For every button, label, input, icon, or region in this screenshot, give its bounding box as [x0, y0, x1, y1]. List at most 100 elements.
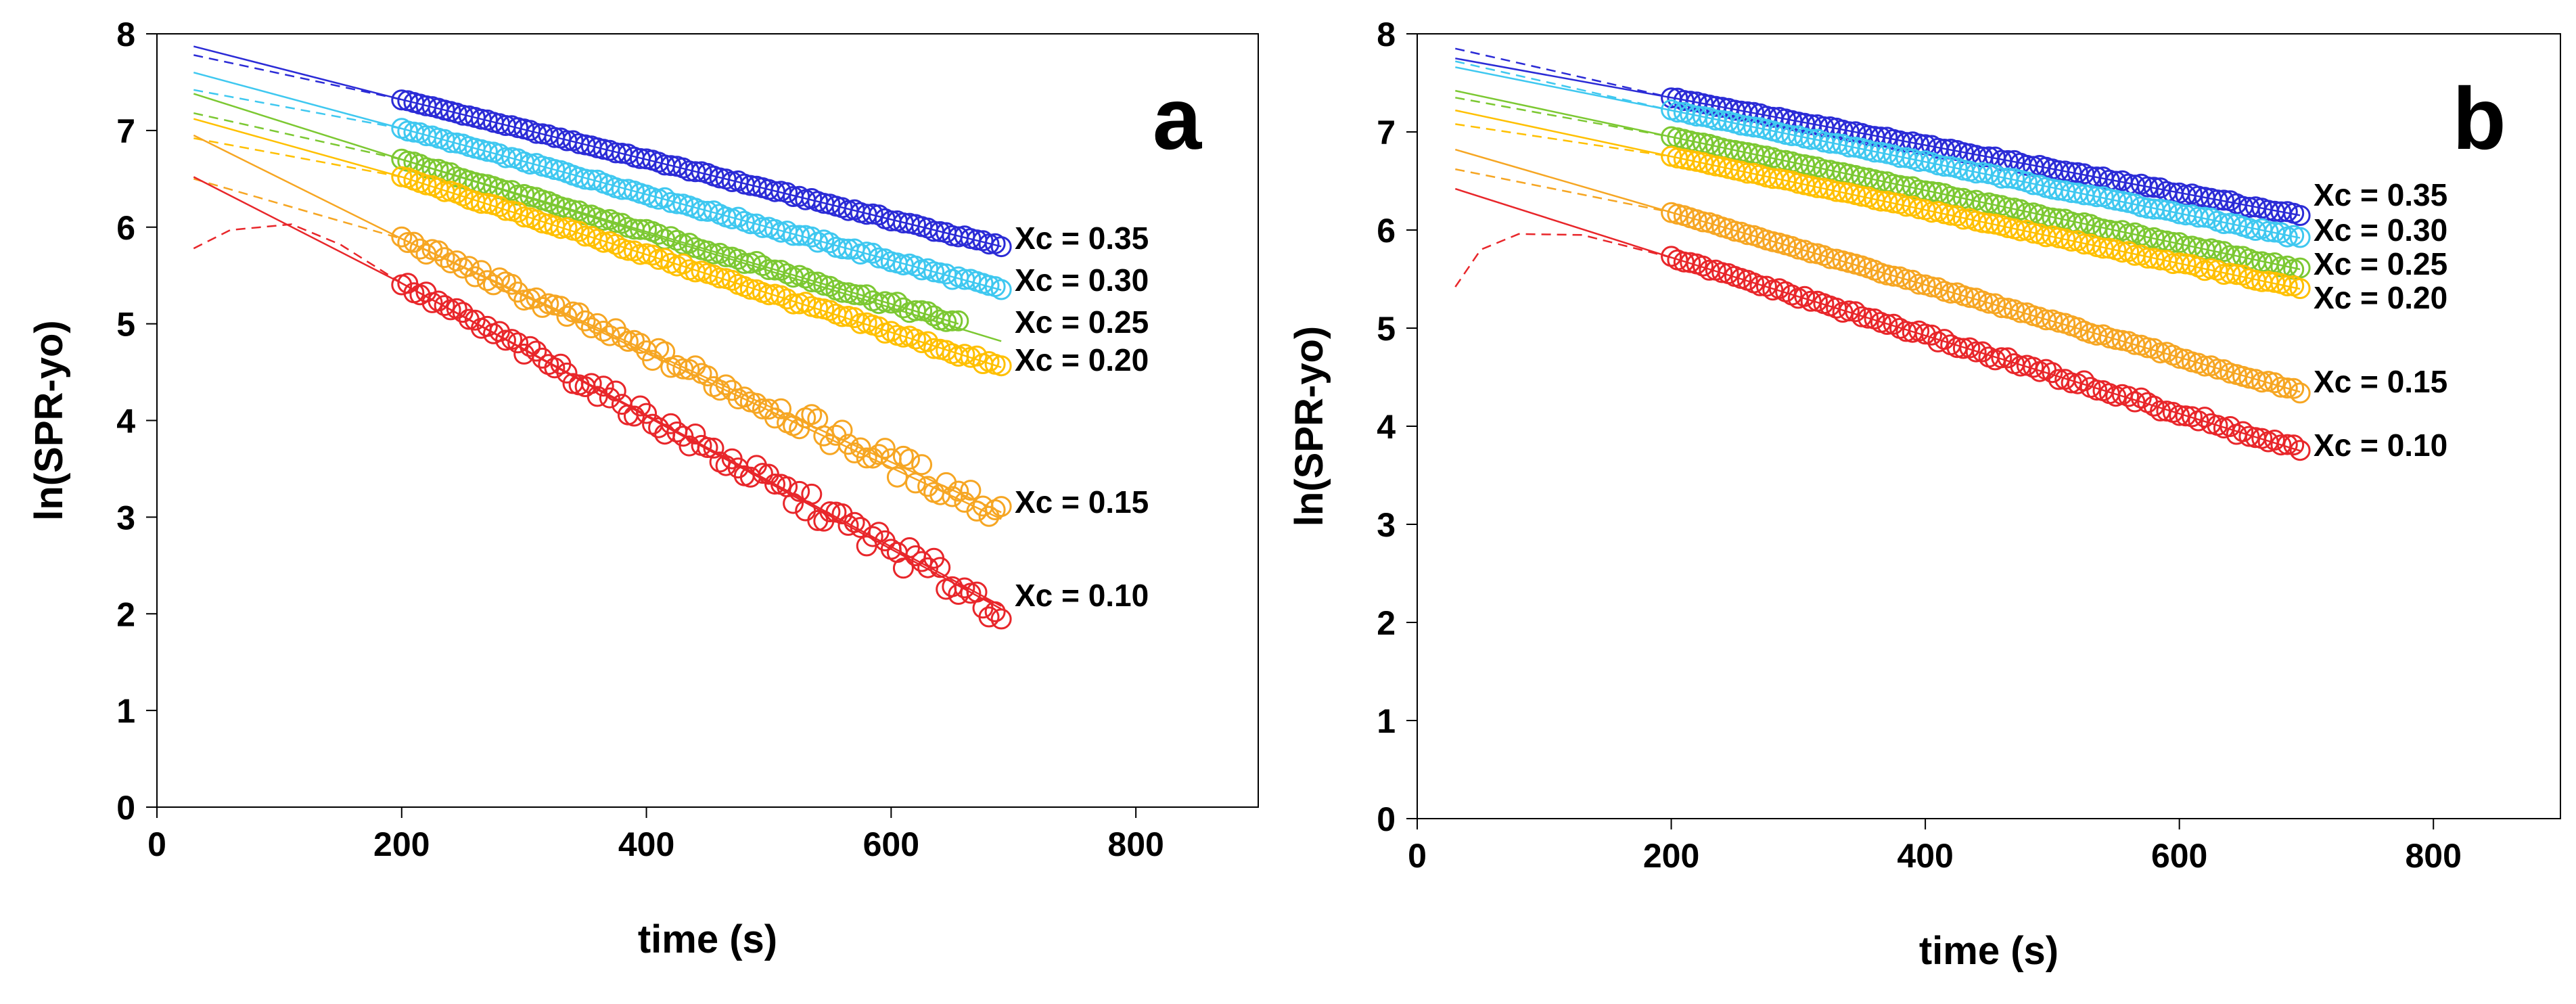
panel-a-data-point [990, 236, 1012, 258]
panel-a-data-point [605, 380, 626, 402]
panel-a-data-point [624, 405, 645, 427]
panel-a-series-label: Xc = 0.20 [1015, 342, 1149, 378]
panel-a-data-point [777, 182, 798, 204]
panel-b-y-tick-label: 7 [1377, 114, 1396, 152]
panel-a-data-point [831, 306, 853, 327]
panel-b-extrapolated-fit-solid [1454, 148, 1672, 214]
panel-a-data-point [886, 466, 908, 488]
panel-a-fit-line [401, 176, 1002, 369]
panel-a-data-point [862, 526, 883, 547]
panel-b-series-label: Xc = 0.20 [2314, 280, 2447, 315]
panel-a-plot-frame [156, 33, 1259, 808]
panel-a-data-point [574, 225, 596, 247]
panel-b-data-point [2169, 348, 2190, 369]
panel-a-data-point [495, 200, 516, 221]
panel-b-data-point [1902, 269, 1923, 291]
panel-b-y-tick-label: 3 [1377, 506, 1396, 544]
panel-a-y-tick-label: 6 [116, 209, 135, 247]
panel-b-y-tick-label: 2 [1377, 604, 1396, 642]
panel-b-data-point [2169, 405, 2190, 426]
panel-a-x-tick-label: 400 [618, 825, 674, 863]
panel-a-y-tick-label: 8 [116, 16, 135, 53]
panel-b-data-point [1921, 181, 1942, 202]
panel-a-data-point [636, 403, 658, 424]
panel-a-data-point [599, 325, 620, 346]
panel-a-fit-line [401, 127, 1002, 291]
panel-a-data-point [434, 247, 455, 269]
panel-a-y-tick-label: 2 [116, 595, 135, 633]
panel-b-data-point [1800, 242, 1822, 264]
panel-b-fit-line [1671, 136, 2301, 271]
panel-a-series-3: Xc = 0.20 [193, 118, 1149, 378]
panel-a-data-point [476, 315, 498, 337]
panel-a-series-2: Xc = 0.25 [193, 93, 1149, 342]
panel-b-data-point [2270, 434, 2292, 456]
panel-a-data-point [489, 196, 510, 217]
panel-b-data-point [2226, 264, 2247, 286]
panel-a-model-fit-dashed [193, 223, 402, 284]
panel-a-data-point [599, 387, 620, 409]
panel-a-x-tick-label: 200 [373, 825, 430, 863]
panel-a-data-point [745, 392, 767, 414]
panel-b-y-tick-label: 8 [1377, 16, 1396, 53]
panel-a-data-point [942, 310, 963, 332]
panel-b-data-point [1794, 286, 1816, 307]
panel-a-data-point [990, 496, 1012, 518]
panel-a-data-point [911, 454, 933, 476]
panel-b-y-tick-label: 4 [1377, 408, 1396, 446]
panel-a-extrapolated-fit-solid [193, 93, 1002, 342]
panel-b-fit-line [1671, 256, 2301, 452]
panel-b-data-point [1921, 276, 1942, 298]
panel-b-data-point [1711, 262, 1733, 283]
panel-a-model-fit-dashed [193, 54, 402, 101]
panel-b-series-5: Xc = 0.10 [1454, 187, 2447, 463]
panel-a-y-tick-label: 7 [116, 112, 135, 150]
panel-a-data-point [697, 200, 718, 222]
panel-b-data-point [2257, 271, 2279, 292]
panel-a-data-point [403, 231, 425, 253]
panel-a-series-label: Xc = 0.30 [1015, 263, 1149, 298]
panel-a-data-point [868, 316, 890, 338]
panel-b-data-point [2143, 395, 2165, 417]
panel-a-data-point [819, 232, 841, 254]
panel-b-x-tick-label: 600 [2151, 837, 2207, 875]
panel-b-data-point [2289, 205, 2311, 226]
panel-a-data-point [789, 225, 810, 246]
panel-a-data-point [507, 202, 529, 223]
panel-a-series-1: Xc = 0.30 [193, 71, 1149, 300]
panel-b-data-point [1680, 150, 1701, 171]
panel-b-data-point [1991, 347, 2013, 369]
panel-b-data-point [2137, 337, 2159, 359]
panel-a-y-tick-label: 1 [116, 692, 135, 730]
panel-a-x-axis-title: time (s) [638, 917, 777, 961]
panel-b-data-point [1870, 263, 1891, 284]
panel-b-data-point [2207, 359, 2228, 380]
panel-a-data-point [715, 455, 737, 476]
panel-b-data-point [2181, 406, 2203, 428]
panel-b-y-tick-label: 1 [1377, 702, 1396, 740]
panel-b-series-2: Xc = 0.25 [1455, 89, 2447, 281]
panel-b-extrapolated-fit-solid [1455, 109, 1672, 158]
panel-b-data-point [2251, 371, 2273, 393]
panel-b-model-fit-dashed [1455, 47, 1672, 99]
panel-b-model-fit-dashed [1455, 123, 1672, 158]
panel-a-data-point [605, 233, 626, 255]
panel-a-data-point [544, 357, 566, 379]
panel-b-data-point [2023, 357, 2044, 378]
panel-b-data-point [2232, 421, 2254, 442]
panel-a-data-point [593, 231, 614, 253]
panel-a-data-point [452, 302, 474, 323]
panel-b-fit-line [1671, 211, 2301, 393]
panel-a-data-point [709, 267, 731, 289]
panel-b-extrapolated-fit-solid [1455, 89, 1672, 138]
panel-b-series-4: Xc = 0.15 [1454, 148, 2447, 404]
panel-a-series-0: Xc = 0.35 [193, 45, 1149, 258]
panel-b-data-point [2283, 434, 2305, 456]
panel-a-data-point [495, 329, 516, 351]
panel-b-data-point [2105, 329, 2127, 350]
panel-a-y-tick-label: 3 [116, 499, 135, 537]
panel-a-data-point [801, 404, 823, 426]
panel-b-series-3: Xc = 0.20 [1455, 109, 2447, 315]
panel-a-x-tick-label: 600 [863, 825, 919, 863]
panel-a-data-point [507, 332, 529, 354]
